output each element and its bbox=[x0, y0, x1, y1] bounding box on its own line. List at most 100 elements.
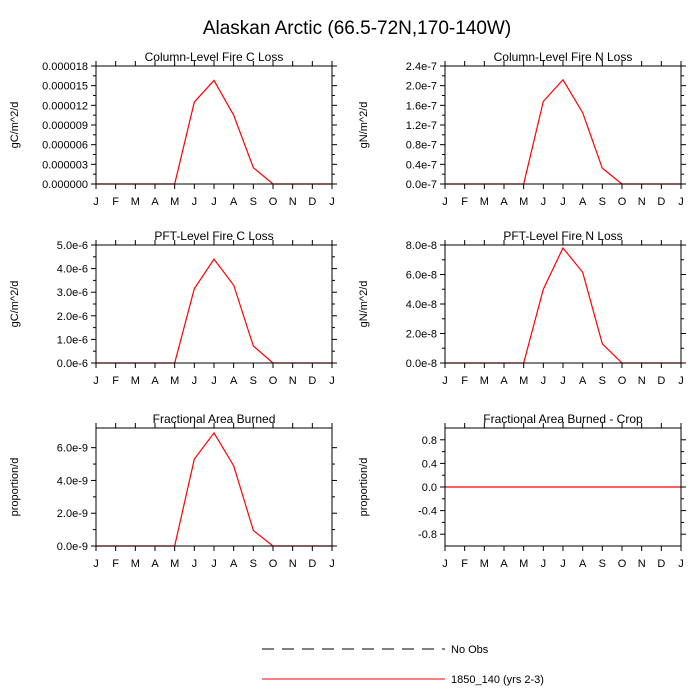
x-tick-label: A bbox=[579, 375, 587, 387]
x-tick-label: J bbox=[678, 196, 684, 208]
x-tick-label: N bbox=[289, 558, 297, 570]
x-tick-label: M bbox=[131, 375, 140, 387]
plot-frame bbox=[444, 65, 682, 185]
series-line bbox=[445, 78, 681, 185]
panel-3: PFT-Level Fire C Loss gC/m^2/d 0.0e-6 1.0e-… bbox=[9, 229, 337, 387]
x-tick-label: N bbox=[638, 375, 646, 387]
x-tick-label: A bbox=[151, 196, 159, 208]
y-tick-label: 2.0e-7 bbox=[406, 81, 437, 93]
panel-5: Fractional Area Burned proportion/d 0.0e-9… bbox=[9, 412, 337, 570]
y-tick-label: 0.000015 bbox=[42, 81, 88, 93]
legend-label: No Obs bbox=[451, 644, 489, 656]
x-tick-label: D bbox=[657, 558, 665, 570]
x-tick-label: D bbox=[308, 558, 316, 570]
x-tick-label: S bbox=[599, 375, 606, 387]
x-tick-label: A bbox=[230, 375, 238, 387]
y-tick-label: 4.0e-6 bbox=[57, 264, 88, 276]
x-tick-label: J bbox=[211, 196, 217, 208]
y-tick-label: 0.0e-8 bbox=[406, 358, 437, 370]
x-tick-label: M bbox=[131, 558, 140, 570]
x-tick-label: N bbox=[289, 196, 297, 208]
y-tick-label: 4.0e-9 bbox=[57, 475, 88, 487]
x-tick-label: O bbox=[618, 558, 627, 570]
figure-title: Alaskan Arctic (66.5-72N,170-140W) bbox=[203, 18, 511, 39]
y-tick-label: -0.4 bbox=[418, 506, 437, 518]
y-tick-label: 5.0e-6 bbox=[57, 240, 88, 252]
x-tick-label: O bbox=[618, 375, 627, 387]
x-tick-label: N bbox=[638, 196, 646, 208]
x-tick-label: J bbox=[211, 558, 217, 570]
y-tick-label: 0.8e-7 bbox=[406, 140, 437, 152]
y-tick-label: 6.0e-9 bbox=[57, 443, 88, 455]
x-tick-label: J bbox=[192, 196, 198, 208]
y-tick-label: 0.4 bbox=[422, 458, 437, 470]
y-axis-label: gC/m^2/d bbox=[9, 102, 21, 149]
x-tick-label: J bbox=[192, 375, 198, 387]
x-tick-label: J bbox=[678, 558, 684, 570]
x-tick-label: J bbox=[541, 196, 547, 208]
y-tick-label: 0.000003 bbox=[42, 159, 88, 171]
panel-title: PFT-Level Fire C Loss bbox=[154, 229, 273, 243]
x-tick-label: O bbox=[269, 558, 278, 570]
x-tick-label: M bbox=[170, 558, 179, 570]
x-tick-label: O bbox=[269, 196, 278, 208]
panel-title: Column-Level Fire N Loss bbox=[494, 50, 633, 64]
x-tick-label: N bbox=[638, 558, 646, 570]
y-tick-label: 0.0e-9 bbox=[57, 541, 88, 553]
legend: No Obs 1850_140 (yrs 2-3) bbox=[262, 644, 544, 686]
series-line bbox=[96, 258, 332, 364]
x-tick-label: S bbox=[250, 375, 257, 387]
y-tick-label: 2.0e-9 bbox=[57, 508, 88, 520]
panel-title: Fractional Area Burned - Crop bbox=[483, 412, 643, 426]
x-tick-label: J bbox=[541, 375, 547, 387]
x-tick-label: F bbox=[461, 196, 468, 208]
x-tick-label: S bbox=[250, 558, 257, 570]
x-tick-label: M bbox=[170, 375, 179, 387]
panel-1: Column-Level Fire C Loss gC/m^2/d 0.000000… bbox=[9, 50, 337, 208]
x-tick-label: M bbox=[480, 558, 489, 570]
x-tick-label: A bbox=[230, 196, 238, 208]
x-tick-label: A bbox=[500, 196, 508, 208]
x-tick-label: F bbox=[112, 196, 119, 208]
y-tick-label: 8.0e-8 bbox=[406, 240, 437, 252]
x-tick-label: D bbox=[308, 375, 316, 387]
y-axis-label: proportion/d bbox=[358, 458, 370, 517]
plot-frame bbox=[95, 427, 333, 547]
x-tick-label: J bbox=[560, 375, 566, 387]
y-tick-label: 0.000000 bbox=[42, 179, 88, 191]
x-tick-label: J bbox=[560, 558, 566, 570]
y-tick-label: 0.0e-7 bbox=[406, 179, 437, 191]
x-tick-label: J bbox=[560, 196, 566, 208]
x-tick-label: J bbox=[93, 196, 99, 208]
x-tick-label: D bbox=[308, 196, 316, 208]
y-tick-label: 0.000006 bbox=[42, 140, 88, 152]
x-tick-label: F bbox=[112, 375, 119, 387]
x-tick-label: M bbox=[519, 196, 528, 208]
y-tick-label: 3.0e-6 bbox=[57, 287, 88, 299]
y-tick-label: 0.000018 bbox=[42, 61, 88, 73]
x-tick-label: J bbox=[442, 375, 448, 387]
legend-label: 1850_140 (yrs 2-3) bbox=[451, 674, 544, 686]
y-tick-label: 6.0e-8 bbox=[406, 270, 437, 282]
x-tick-label: J bbox=[93, 558, 99, 570]
y-tick-label: 1.2e-7 bbox=[406, 120, 437, 132]
x-tick-label: D bbox=[657, 375, 665, 387]
x-tick-label: J bbox=[211, 375, 217, 387]
panel-title: Fractional Area Burned bbox=[153, 412, 276, 426]
y-tick-label: 1.0e-6 bbox=[57, 334, 88, 346]
x-tick-label: M bbox=[480, 375, 489, 387]
x-tick-label: S bbox=[599, 558, 606, 570]
plot-frame bbox=[95, 65, 333, 185]
x-tick-label: M bbox=[170, 196, 179, 208]
x-tick-label: F bbox=[461, 375, 468, 387]
x-tick-label: O bbox=[269, 375, 278, 387]
panel-2: Column-Level Fire N Loss gN/m^2/d 0.0e-7 0.… bbox=[358, 50, 686, 208]
series-line bbox=[96, 431, 332, 547]
y-tick-label: 0.8 bbox=[422, 435, 437, 447]
x-tick-label: A bbox=[151, 558, 159, 570]
y-tick-label: 0.000009 bbox=[42, 120, 88, 132]
plot-frame bbox=[444, 427, 682, 547]
x-tick-label: S bbox=[250, 196, 257, 208]
x-tick-label: J bbox=[541, 558, 547, 570]
